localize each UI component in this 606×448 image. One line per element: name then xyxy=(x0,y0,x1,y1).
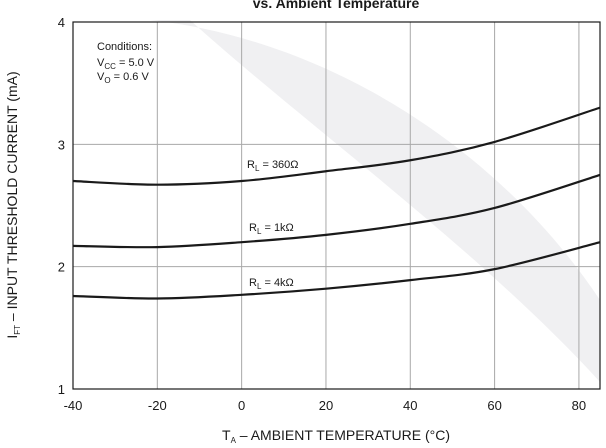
series-line-360-ohm xyxy=(72,106,601,186)
plot-area xyxy=(72,21,601,390)
x-tick-label: 0 xyxy=(238,398,245,413)
conditions-note: Conditions: VCC = 5.0 V VO = 0.6 V xyxy=(97,41,155,85)
series-line-1k-ohm xyxy=(72,173,601,249)
y-tick-label: 2 xyxy=(58,260,65,275)
y-tick-label: 4 xyxy=(58,15,65,30)
chart-title: vs. Ambient Temperature xyxy=(253,0,420,11)
series-label-4k: RL = 4kΩ xyxy=(249,277,294,291)
x-tick-label: -20 xyxy=(148,398,167,413)
conditions-heading: Conditions: xyxy=(97,41,152,53)
x-tick-label: 80 xyxy=(572,398,586,413)
x-tick-label: 60 xyxy=(487,398,501,413)
series-label-1k: RL = 1kΩ xyxy=(249,222,294,236)
condition-vo: VO = 0.6 V xyxy=(97,71,149,85)
tick-labels: -40 -20 0 20 40 60 80 1 2 3 4 xyxy=(58,15,586,413)
curves xyxy=(72,106,601,300)
x-tick-label: 40 xyxy=(403,398,417,413)
x-tick-label: 20 xyxy=(319,398,333,413)
series-label-360: RL = 360Ω xyxy=(247,159,299,173)
y-tick-label: 3 xyxy=(58,137,65,152)
series-line-4k-ohm xyxy=(72,241,601,300)
watermark-swoosh xyxy=(150,20,600,382)
x-tick-label: -40 xyxy=(64,398,83,413)
x-axis-title: TA – AMBIENT TEMPERATURE (°C) xyxy=(222,427,450,445)
condition-vcc: VCC = 5.0 V xyxy=(97,57,155,71)
y-tick-label: 1 xyxy=(58,382,65,397)
y-axis-title: IFT – INPUT THRESHOLD CURRENT (mA) xyxy=(4,71,22,338)
